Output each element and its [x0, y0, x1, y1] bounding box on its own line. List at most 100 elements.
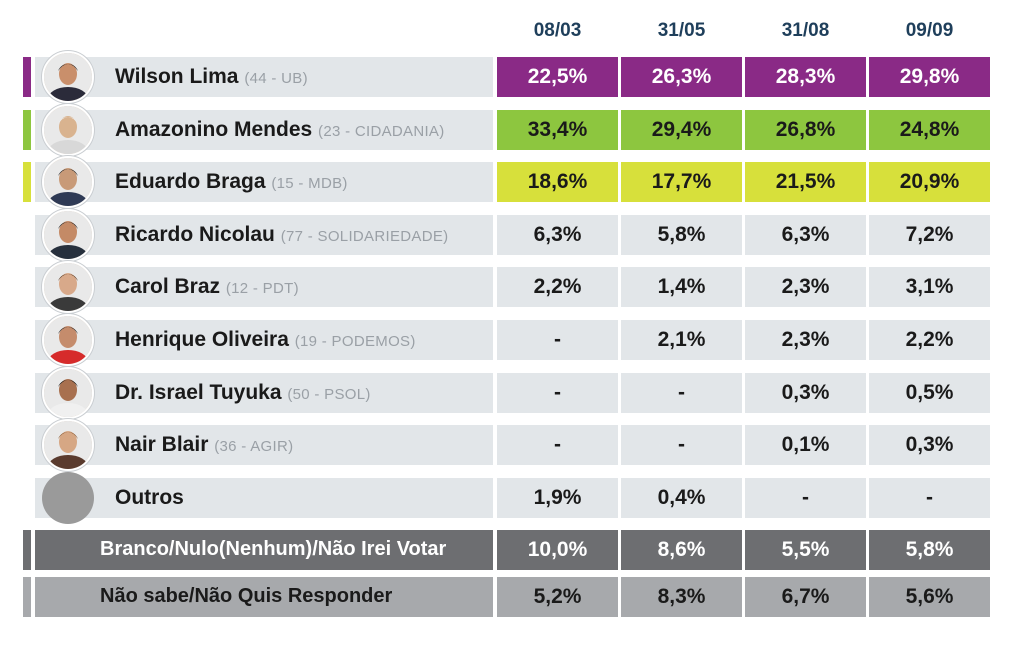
candidate-row: Nair Blair (36 - AGIR) - -0,1% 0,3%: [0, 419, 1015, 471]
candidate-name-text: Wilson Lima: [115, 65, 239, 88]
candidate-party: (15 - MDB): [271, 175, 348, 192]
candidate-name: Henrique Oliveira (19 - PODEMOS): [115, 328, 416, 352]
summary-value-cell: 5,8%: [869, 530, 990, 570]
summary-label: Branco/Nulo(Nenhum)/Não Irei Votar: [100, 538, 447, 560]
poll-value-cell: 3,1%: [869, 267, 990, 307]
candidate-name-cell: Carol Braz (12 - PDT): [35, 261, 493, 313]
candidate-avatar: [42, 156, 94, 208]
poll-value-cell: 18,6%: [497, 162, 618, 202]
candidate-avatar: [42, 209, 94, 261]
candidate-party: (77 - SOLIDARIEDADE): [280, 228, 449, 245]
candidate-name-cell: Dr. Israel Tuyuka (50 - PSOL): [35, 367, 493, 419]
poll-value-cell: 1,4%: [621, 267, 742, 307]
candidate-name-cell: Nair Blair (36 - AGIR): [35, 419, 493, 471]
poll-value-cell: 26,3%: [621, 57, 742, 97]
poll-value-cell: 2,2%: [497, 267, 618, 307]
summary-value-cell: 6,7%: [745, 577, 866, 617]
candidate-name-text: Henrique Oliveira: [115, 328, 289, 351]
summary-color-marker: [23, 577, 31, 617]
candidate-name: Nair Blair (36 - AGIR): [115, 433, 293, 457]
candidate-party: (23 - CIDADANIA): [318, 123, 445, 140]
poll-value-cell: 24,8%: [869, 110, 990, 150]
poll-value-cell: 0,5%: [869, 373, 990, 413]
candidate-color-marker: [23, 162, 31, 202]
summary-label: Não sabe/Não Quis Responder: [100, 585, 393, 607]
placeholder-avatar: [42, 472, 94, 524]
column-header-date: 09/09: [905, 20, 954, 41]
summary-value-cell: 8,3%: [621, 577, 742, 617]
candidate-name-cell: Eduardo Braga (15 - MDB): [35, 156, 493, 208]
candidate-name: Dr. Israel Tuyuka (50 - PSOL): [115, 381, 371, 405]
poll-value-cell: -: [745, 478, 866, 518]
summary-value-cell: 5,2%: [497, 577, 618, 617]
poll-value-cell: 2,3%: [745, 320, 866, 360]
candidate-row: Outros 1,9% 0,4% - -: [0, 472, 1015, 524]
poll-value-cell: 21,5%: [745, 162, 866, 202]
poll-value-cell: 22,5%: [497, 57, 618, 97]
candidate-avatar: [42, 314, 94, 366]
summary-row: Não sabe/Não Quis Responder 5,2% 8,3% 6,7% 5…: [0, 577, 1015, 617]
poll-value-cell: 2,3%: [745, 267, 866, 307]
poll-value-cell: 1,9%: [497, 478, 618, 518]
candidate-name-cell: Outros: [35, 472, 493, 524]
poll-value-cell: 2,2%: [869, 320, 990, 360]
candidate-row: Dr. Israel Tuyuka (50 - PSOL) - -0,3% 0,5%: [0, 367, 1015, 419]
poll-value-cell: 6,3%: [745, 215, 866, 255]
candidate-row: Amazonino Mendes (23 - CIDADANIA) 33,4% 29…: [0, 104, 1015, 156]
poll-value-cell: 33,4%: [497, 110, 618, 150]
candidate-party: (19 - PODEMOS): [294, 333, 416, 350]
poll-value-cell: 29,4%: [621, 110, 742, 150]
candidate-party: (50 - PSOL): [287, 386, 371, 403]
poll-value-cell: 28,3%: [745, 57, 866, 97]
poll-value-cell: -: [621, 373, 742, 413]
candidate-name-text: Carol Braz: [115, 275, 221, 298]
column-header-date: 31/08: [781, 20, 830, 41]
candidate-name: Eduardo Braga (15 - MDB): [115, 170, 348, 194]
candidate-name-text: Ricardo Nicolau: [115, 223, 275, 246]
summary-value-cell: 5,6%: [869, 577, 990, 617]
candidate-name: Carol Braz (12 - PDT): [115, 275, 299, 299]
summary-value-cell: 8,6%: [621, 530, 742, 570]
summary-label-cell: Não sabe/Não Quis Responder: [35, 577, 493, 617]
candidate-color-marker: [23, 110, 31, 150]
candidate-color-marker: [23, 57, 31, 97]
poll-value-cell: 29,8%: [869, 57, 990, 97]
column-header-date: 31/05: [657, 20, 706, 41]
candidate-name-cell: Ricardo Nicolau (77 - SOLIDARIEDADE): [35, 209, 493, 261]
poll-value-cell: 0,3%: [745, 373, 866, 413]
poll-value-cell: 20,9%: [869, 162, 990, 202]
candidate-avatar: [42, 367, 94, 419]
candidate-row: Ricardo Nicolau (77 - SOLIDARIEDADE) 6,3%…: [0, 209, 1015, 261]
poll-value-cell: 0,4%: [621, 478, 742, 518]
candidate-party: (36 - AGIR): [214, 438, 294, 455]
candidate-row: Henrique Oliveira (19 - PODEMOS) -2,1% 2,3…: [0, 314, 1015, 366]
poll-value-cell: -: [869, 478, 990, 518]
candidate-avatar: [42, 51, 94, 103]
candidate-name-cell: Henrique Oliveira (19 - PODEMOS): [35, 314, 493, 366]
summary-color-marker: [23, 530, 31, 570]
candidate-row: Eduardo Braga (15 - MDB) 18,6% 17,7% 21,5% 2…: [0, 156, 1015, 208]
poll-value-cell: 6,3%: [497, 215, 618, 255]
candidate-name-cell: Wilson Lima (44 - UB): [35, 51, 493, 103]
candidate-party: (44 - UB): [244, 70, 308, 87]
candidate-row: Wilson Lima (44 - UB) 22,5% 26,3% 28,3% 29,8…: [0, 51, 1015, 103]
summary-label-cell: Branco/Nulo(Nenhum)/Não Irei Votar: [35, 530, 493, 570]
poll-value-cell: -: [497, 373, 618, 413]
poll-value-cell: -: [621, 425, 742, 465]
poll-value-cell: 5,8%: [621, 215, 742, 255]
candidate-party: (12 - PDT): [225, 280, 299, 297]
candidate-name-text: Amazonino Mendes: [115, 118, 313, 141]
candidate-name: Ricardo Nicolau (77 - SOLIDARIEDADE): [115, 223, 448, 247]
candidate-avatar: [42, 419, 94, 471]
poll-value-cell: 0,3%: [869, 425, 990, 465]
candidate-name-cell: Amazonino Mendes (23 - CIDADANIA): [35, 104, 493, 156]
candidate-avatar: [42, 104, 94, 156]
summary-row: Branco/Nulo(Nenhum)/Não Irei Votar 10,0% 8…: [0, 530, 1015, 570]
candidate-name: Wilson Lima (44 - UB): [115, 65, 308, 89]
candidate-name: Outros: [115, 486, 184, 510]
candidate-name-text: Outros: [115, 486, 184, 509]
candidate-name-text: Nair Blair: [115, 433, 209, 456]
poll-value-cell: -: [497, 320, 618, 360]
candidate-name-text: Eduardo Braga: [115, 170, 266, 193]
poll-value-cell: 17,7%: [621, 162, 742, 202]
